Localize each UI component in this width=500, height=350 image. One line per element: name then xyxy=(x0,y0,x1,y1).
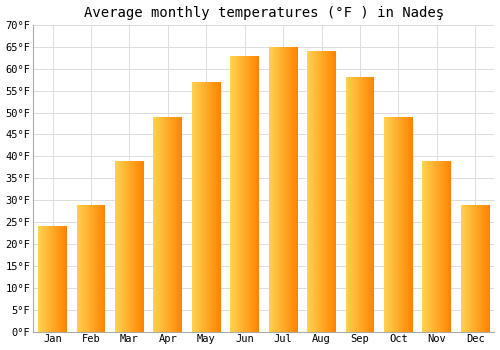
Title: Average monthly temperatures (°F ) in Nadeş: Average monthly temperatures (°F ) in Na… xyxy=(84,6,444,20)
